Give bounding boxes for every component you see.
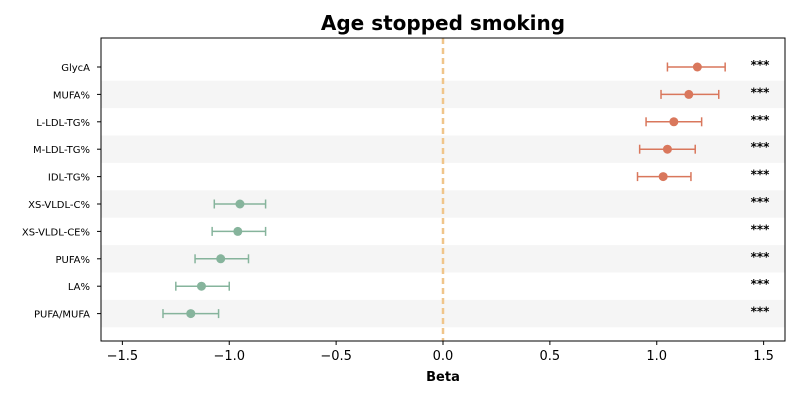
- data-point: [669, 117, 679, 127]
- data-point: [186, 309, 196, 319]
- significance-label: ***: [751, 250, 771, 264]
- significance-label: ***: [751, 305, 771, 319]
- y-tick-label: PUFA%: [55, 255, 90, 266]
- chart-title: Age stopped smoking: [321, 11, 565, 35]
- data-point: [692, 62, 702, 72]
- x-axis-ticks: −1.5 −1.0 −0.5 0.0 0.5 1.0 1.5: [107, 341, 774, 364]
- x-tick-label: −1.5: [107, 349, 139, 364]
- y-tick-label: MUFA%: [53, 90, 90, 101]
- significance-label: ***: [751, 168, 771, 182]
- x-tick-label: −0.5: [320, 349, 352, 364]
- y-tick-label: PUFA/MUFA: [34, 310, 90, 321]
- data-point: [196, 281, 206, 291]
- data-points: [186, 62, 702, 319]
- data-point: [216, 254, 226, 264]
- significance-label: ***: [751, 113, 771, 127]
- y-tick-label: LA%: [68, 282, 90, 293]
- significance-label: ***: [751, 58, 771, 72]
- y-tick-label: GlycA: [61, 63, 90, 74]
- x-tick-label: 0.5: [540, 349, 561, 364]
- significance-label: ***: [751, 195, 771, 209]
- significance-labels: *** *** *** *** *** *** *** *** *** ***: [751, 58, 771, 319]
- x-tick-label: −1.0: [213, 349, 245, 364]
- y-tick-label: XS-VLDL-C%: [28, 200, 90, 211]
- y-axis-ticks: GlycA MUFA% L-LDL-TG% M-LDL-TG% IDL-TG% XS-VL…: [22, 63, 101, 321]
- data-point: [235, 199, 245, 209]
- y-tick-label: M-LDL-TG%: [33, 145, 90, 156]
- x-tick-label: 0.0: [433, 349, 454, 364]
- significance-label: ***: [751, 277, 771, 291]
- significance-label: ***: [751, 140, 771, 154]
- x-tick-label: 1.5: [753, 349, 774, 364]
- x-tick-label: 1.0: [646, 349, 667, 364]
- significance-label: ***: [751, 222, 771, 236]
- data-point: [662, 144, 672, 154]
- significance-label: ***: [751, 85, 771, 99]
- x-axis-label: Beta: [426, 370, 460, 385]
- data-point: [233, 226, 243, 236]
- y-tick-label: XS-VLDL-CE%: [22, 227, 90, 238]
- data-point: [684, 89, 694, 99]
- y-tick-label: IDL-TG%: [48, 173, 90, 184]
- y-tick-label: L-LDL-TG%: [36, 118, 90, 129]
- data-point: [658, 172, 668, 182]
- plot-frame: [100, 37, 786, 342]
